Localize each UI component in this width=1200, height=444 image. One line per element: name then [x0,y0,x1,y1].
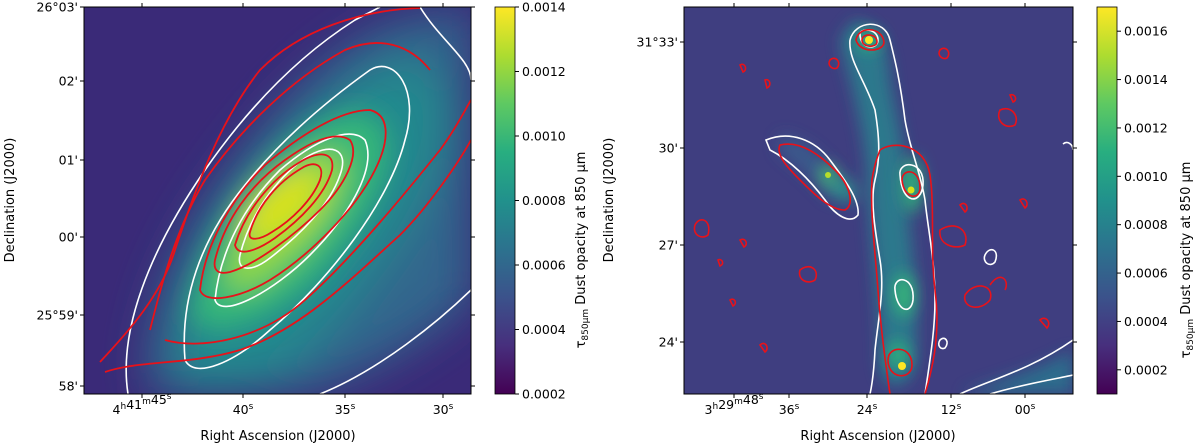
x-tick-label: 35s [335,402,356,417]
colorbar-tick-label: 0.0010 [522,129,566,144]
y-tick-label: 02' [59,74,78,89]
y-tick-label: 31°33' [637,35,679,50]
y-tick-label: 00' [59,230,78,245]
colorbar-tick-label: 0.0012 [1124,120,1168,135]
y-tick-label: 27' [659,238,678,253]
x-tick-label: 4h41m45s [113,392,172,417]
y-tick-label: 26°03' [37,0,79,15]
y-tick-label: 25°59' [37,308,79,323]
y-tick-label: 58' [59,379,78,394]
right-colorbar: 0.0016 0.0014 0.0012 0.0010 0.0008 0.0006 0.00… [1096,6,1196,395]
right-panel: 3h29m48s 36s 24s 12s 00s 31°33' 30' 27' 24' Rig… [602,3,1077,444]
left-x-ticks: 4h41m45s 40s 35s 30s [113,3,454,417]
colorbar-tick-label: 0.0014 [1124,72,1168,87]
colorbar-tick-label: 0.0002 [522,387,566,402]
colorbar-tick-label: 0.0016 [1124,24,1168,39]
colorbar-tick-label: 0.0006 [522,258,566,273]
colorbar-tick-label: 0.0002 [1124,362,1168,377]
right-colorbar-label: τ850μm Dust opacity at 850 μm [1179,162,1196,359]
right-x-axis-label: Right Ascension (J2000) [800,429,955,444]
left-panel: 4h41m45s 40s 35s 30s 26°03' 02' 01' 00' 25°59' 5… [3,0,475,444]
x-tick-label: 3h29m48s [705,392,764,417]
colorbar-tick-label: 0.0008 [1124,217,1168,232]
colorbar-tick-label: 0.0014 [522,0,566,15]
left-x-axis-label: Right Ascension (J2000) [200,429,355,444]
left-y-ticks: 26°03' 02' 01' 00' 25°59' 58' [37,0,475,394]
colorbar-tick-label: 0.0006 [1124,266,1168,281]
colorbar-tick-label: 0.0004 [1124,314,1168,329]
colorbar-tick-label: 0.0004 [522,322,566,337]
left-colorbar: 0.0014 0.0012 0.0010 0.0008 0.0006 0.0004 0.00… [494,0,591,402]
x-tick-label: 12s [941,402,962,417]
x-tick-label: 30s [433,402,454,417]
x-tick-label: 36s [779,402,800,417]
y-tick-label: 30' [659,141,678,156]
right-x-ticks: 3h29m48s 36s 24s 12s 00s [705,3,1036,417]
left-heatmap [84,7,471,394]
colorbar-tick-label: 0.0010 [1124,169,1168,184]
colorbar-tick-label: 0.0012 [522,64,566,79]
y-tick-label: 24' [659,335,678,350]
y-tick-label: 01' [59,153,78,168]
right-y-axis-label: Declination (J2000) [602,138,617,263]
x-tick-label: 40s [233,402,254,417]
left-colorbar-label: τ850μm Dust opacity at 850 μm [574,152,591,349]
right-heatmap [684,7,1073,394]
right-colorbar-ticks: 0.0016 0.0014 0.0012 0.0010 0.0008 0.0006 0.00… [1117,24,1168,377]
right-y-ticks: 31°33' 30' 27' 24' [637,35,1077,350]
left-colorbar-ticks: 0.0014 0.0012 0.0010 0.0008 0.0006 0.0004 0.00… [515,0,566,402]
colorbar-tick-label: 0.0008 [522,193,566,208]
left-y-axis-label: Declination (J2000) [3,138,18,263]
x-tick-label: 24s [857,402,878,417]
x-tick-label: 00s [1015,402,1036,417]
